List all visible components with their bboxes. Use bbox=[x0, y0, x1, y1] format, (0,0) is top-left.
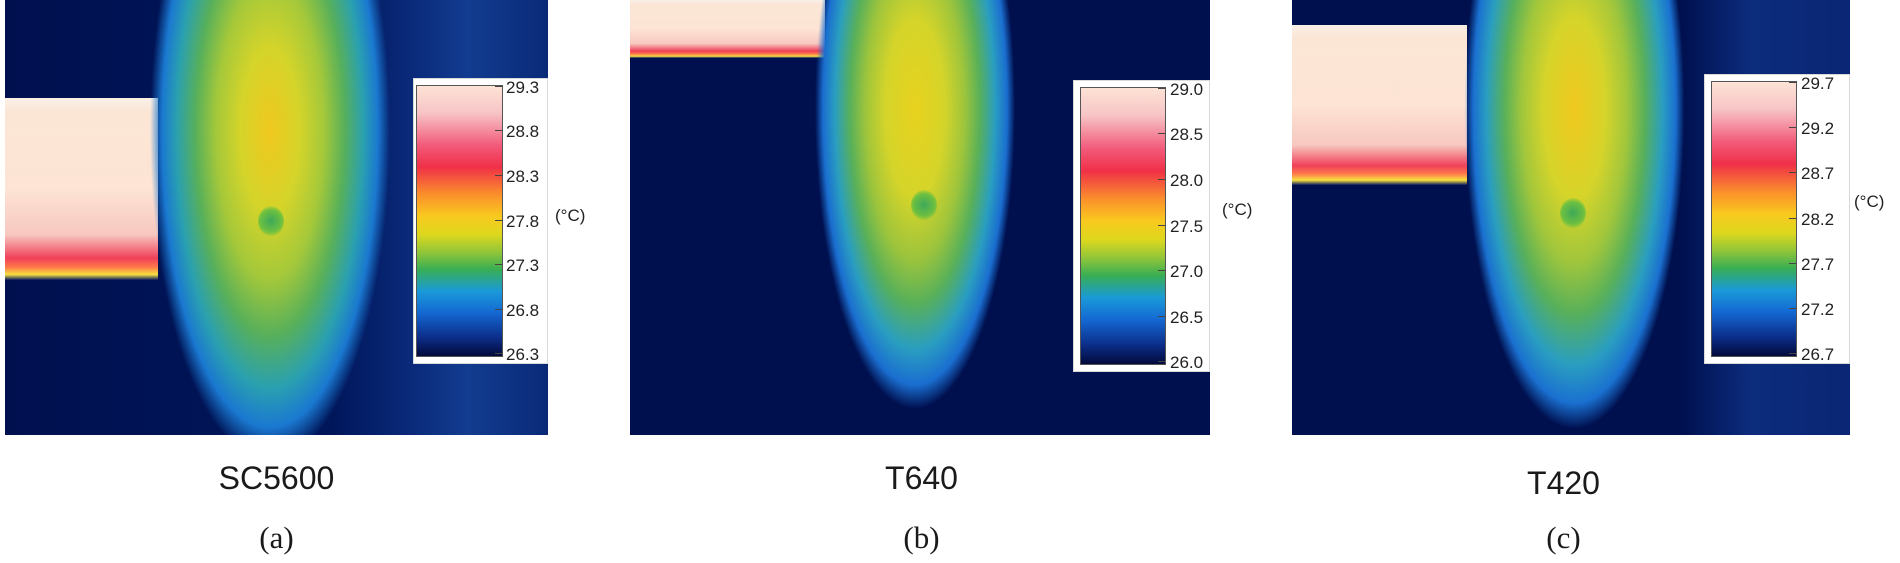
tick-label: 28.8 bbox=[506, 122, 540, 141]
cold-spot bbox=[258, 206, 284, 236]
tick-label: 26.0 bbox=[1170, 353, 1204, 372]
tick-label: 29.2 bbox=[1801, 119, 1835, 138]
tick-label: 28.5 bbox=[1170, 125, 1204, 144]
colorbar bbox=[416, 85, 503, 357]
camera-label: SC5600 bbox=[218, 460, 335, 496]
tick-label: 27.8 bbox=[506, 212, 540, 231]
colorbar bbox=[1080, 87, 1166, 365]
tick-label: 27.5 bbox=[1170, 217, 1204, 236]
camera-label: T420 bbox=[1527, 465, 1600, 501]
unit-label: (°C) bbox=[1222, 200, 1253, 219]
unit-label: (°C) bbox=[1854, 192, 1885, 211]
tick-label: 26.5 bbox=[1170, 308, 1204, 327]
hot-object bbox=[5, 98, 158, 280]
tick-label: 28.0 bbox=[1170, 171, 1204, 190]
tick-label: 28.7 bbox=[1801, 164, 1835, 183]
colorbar-panel: 29.0 28.5 28.0 27.5 27.0 26.5 26.0 bbox=[1073, 80, 1210, 372]
tick-label: 28.3 bbox=[506, 167, 540, 186]
pillar-heat-region bbox=[815, 0, 1015, 435]
tick-label: 28.2 bbox=[1801, 210, 1835, 229]
camera-label: T640 bbox=[885, 460, 958, 496]
sub-caption: (a) bbox=[259, 520, 294, 555]
colorbar-panel: 29.3 28.8 28.3 27.8 27.3 26.8 26.3 bbox=[413, 78, 548, 364]
tick-label: 26.3 bbox=[506, 345, 540, 364]
colorbar-panel: 29.7 29.2 28.7 28.2 27.7 27.2 26.7 bbox=[1704, 74, 1850, 364]
tick-label: 26.7 bbox=[1801, 345, 1835, 364]
tick-label: 27.2 bbox=[1801, 300, 1835, 319]
unit-label: (°C) bbox=[555, 206, 586, 225]
thermal-image-c: 29.7 29.2 28.7 28.2 27.7 27.2 26.7 bbox=[1292, 0, 1850, 435]
tick-label: 27.7 bbox=[1801, 255, 1835, 274]
tick-label: 26.8 bbox=[506, 301, 540, 320]
cold-spot bbox=[911, 190, 937, 220]
colorbar bbox=[1711, 81, 1797, 357]
hot-object bbox=[1292, 25, 1467, 185]
cold-spot bbox=[1560, 198, 1586, 228]
tick-label: 29.7 bbox=[1801, 74, 1835, 93]
thermal-image-a: 29.3 28.8 28.3 27.8 27.3 26.8 26.3 bbox=[5, 0, 548, 435]
tick-label: 29.0 bbox=[1170, 80, 1204, 99]
sub-caption: (b) bbox=[903, 520, 940, 555]
tick-label: 27.0 bbox=[1170, 262, 1204, 281]
sub-caption: (c) bbox=[1546, 520, 1581, 555]
tick-label: 27.3 bbox=[506, 256, 540, 275]
hot-object bbox=[630, 0, 825, 58]
thermal-image-b: 29.0 28.5 28.0 27.5 27.0 26.5 26.0 bbox=[630, 0, 1210, 435]
tick-label: 29.3 bbox=[506, 78, 540, 97]
